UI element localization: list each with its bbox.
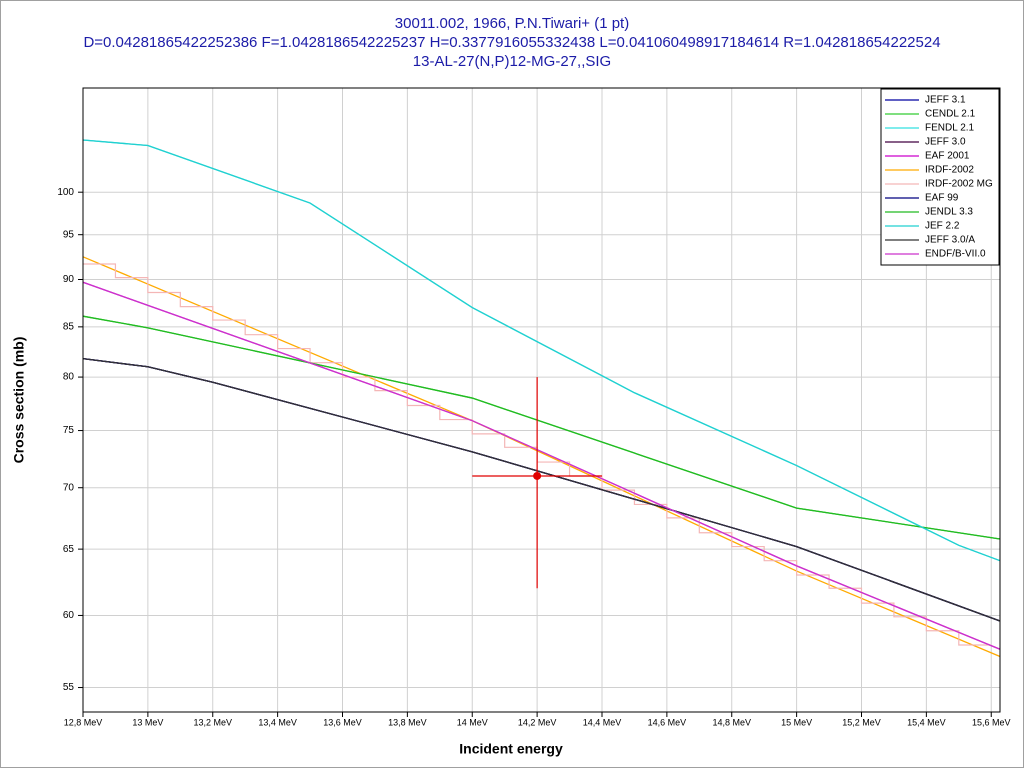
x-tick-label: 14,4 MeV (583, 717, 622, 727)
y-tick-label: 80 (63, 372, 75, 383)
x-tick-label: 12,8 MeV (64, 717, 103, 727)
x-tick-label: 15,6 MeV (972, 717, 1011, 727)
legend-label: EAF 2001 (925, 151, 970, 162)
legend-box (880, 88, 1000, 266)
legend-label: EAF 99 (925, 193, 959, 204)
x-tick-label: 13,6 MeV (323, 717, 362, 727)
legend-label: JENDL 3.3 (925, 207, 973, 218)
x-tick-label: 14,2 MeV (518, 717, 557, 727)
y-tick-label: 75 (63, 425, 75, 436)
plot-area (83, 88, 1000, 712)
legend-label: JEFF 3.1 (925, 95, 966, 106)
legend-label: JEF 2.2 (925, 221, 960, 232)
x-tick-label: 13 MeV (132, 717, 163, 727)
y-axis-label: Cross section (mb) (11, 337, 27, 464)
x-axis-label: Incident energy (459, 741, 563, 757)
y-tick-label: 55 (63, 682, 75, 693)
x-tick-label: 15 MeV (781, 717, 812, 727)
y-tick-label: 95 (63, 229, 75, 240)
y-tick-label: 65 (63, 544, 75, 555)
chart-title: 30011.002, 1966, P.N.Tiwari+ (1 pt) (395, 15, 629, 32)
x-tick-label: 14,8 MeV (712, 717, 751, 727)
chart-subtitle: D=0.04281865422252386 F=1.04281865422252… (83, 34, 940, 51)
x-tick-label: 14 MeV (457, 717, 488, 727)
y-tick-label: 90 (63, 274, 75, 285)
series-line (82, 139, 1001, 562)
series-line (82, 315, 1001, 540)
x-tick-label: 14,6 MeV (648, 717, 687, 727)
reaction-label: 13-AL-27(N,P)12-MG-27,,SIG (413, 53, 611, 70)
x-tick-label: 13,4 MeV (258, 717, 297, 727)
legend-label: FENDL 2.1 (925, 123, 975, 134)
legend-label: IRDF-2002 MG (925, 179, 993, 190)
x-tick-label: 13,8 MeV (388, 717, 427, 727)
x-tick-label: 13,2 MeV (193, 717, 232, 727)
data-point (533, 471, 542, 480)
y-tick-label: 60 (63, 610, 75, 621)
series-line (82, 358, 1001, 622)
series-line (82, 281, 1001, 650)
legend-label: ENDF/B-VII.0 (925, 249, 986, 260)
x-tick-label: 15,4 MeV (907, 717, 946, 727)
legend-label: JEFF 3.0 (925, 137, 966, 148)
y-tick-label: 100 (57, 187, 74, 198)
legend-label: IRDF-2002 (925, 165, 974, 176)
legend-label: CENDL 2.1 (925, 109, 976, 120)
y-tick-label: 85 (63, 321, 75, 332)
legend-label: JEFF 3.0/A (925, 235, 975, 246)
plot-border (82, 87, 1001, 713)
x-tick-label: 15,2 MeV (842, 717, 881, 727)
y-tick-label: 70 (63, 482, 75, 493)
